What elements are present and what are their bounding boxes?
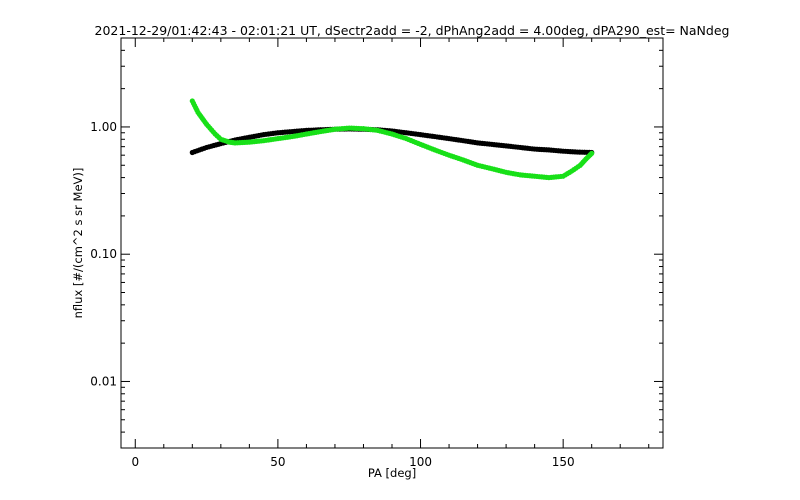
y-tick-label: 0.10 [90, 247, 117, 261]
y-tick-label: 0.01 [90, 374, 117, 388]
series-1 [189, 98, 595, 181]
x-tick-label: 150 [552, 455, 575, 469]
chart-title: 2021-12-29/01:42:43 - 02:01:21 UT, dSect… [95, 23, 730, 38]
x-tick-label: 100 [409, 455, 432, 469]
x-tick-label: 50 [270, 455, 285, 469]
plot-frame [120, 37, 664, 449]
x-tick-labels: 0 50 100 150 [131, 455, 574, 469]
data-series [189, 98, 595, 181]
x-tick-label: 0 [131, 455, 139, 469]
x-axis-label: PA [deg] [368, 466, 416, 480]
series-1-point [589, 150, 595, 156]
y-tick-labels: 0.01 0.10 1.00 [90, 120, 117, 389]
y-axis-label: nflux [#/(cm^2 s sr MeV)] [71, 168, 85, 319]
axis-ticks [121, 37, 663, 449]
y-tick-label: 1.00 [90, 120, 117, 134]
